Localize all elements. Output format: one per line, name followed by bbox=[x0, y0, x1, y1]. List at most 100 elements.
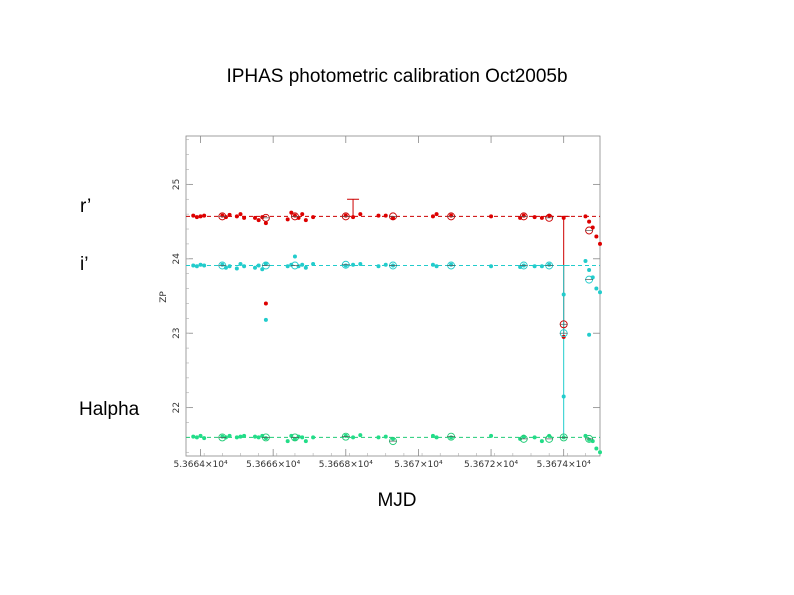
data-point-i bbox=[358, 262, 363, 266]
data-point-r bbox=[587, 219, 592, 224]
data-point-r bbox=[351, 215, 356, 220]
data-point-i bbox=[434, 264, 439, 269]
data-point-r bbox=[256, 218, 261, 223]
data-point-i bbox=[256, 263, 261, 268]
x-tick-label: 5.3666×10⁴ bbox=[246, 460, 300, 470]
data-point-r bbox=[292, 213, 297, 218]
band-label-r: r’ bbox=[80, 196, 92, 217]
plot-frame bbox=[185, 135, 601, 457]
data-point-i bbox=[547, 262, 552, 267]
x-tick-label: 5.3674×10⁴ bbox=[537, 460, 591, 470]
data-point-outliers-cyan bbox=[561, 394, 566, 399]
axis-ticks: 5.3664×10⁴ 5.3666×10⁴ 5.3668×10⁴ 5.367×10⁴ 5… bbox=[172, 136, 600, 470]
chart-title: IPHAS photometric calibration Oct2005b bbox=[226, 66, 568, 87]
data-point-r bbox=[311, 215, 316, 220]
data-point-i bbox=[311, 262, 316, 266]
data-point-r bbox=[434, 212, 439, 217]
data-point-i bbox=[343, 263, 348, 268]
data-point-i bbox=[583, 259, 588, 264]
data-point-r bbox=[202, 213, 207, 218]
data-point-halpha bbox=[449, 435, 454, 440]
data-point-r bbox=[343, 213, 348, 218]
data-point-r bbox=[238, 212, 243, 217]
data-point-halpha bbox=[234, 435, 239, 440]
data-point-r bbox=[583, 214, 588, 219]
y-tick-label: 23 bbox=[172, 327, 182, 338]
data-point-halpha bbox=[238, 434, 243, 439]
x-tick-label: 5.3672×10⁴ bbox=[464, 460, 518, 470]
data-point-outliers-cyan bbox=[587, 332, 592, 337]
data-point-halpha bbox=[547, 433, 552, 438]
data-point-r bbox=[220, 213, 225, 218]
data-point-r bbox=[198, 214, 203, 219]
data-point-halpha bbox=[194, 435, 199, 440]
data-point-halpha bbox=[220, 434, 225, 439]
x-tick-label: 5.367×10⁴ bbox=[394, 460, 443, 470]
data-point-i bbox=[590, 275, 595, 280]
data-point-halpha bbox=[242, 433, 247, 438]
data-point-halpha bbox=[303, 439, 308, 444]
y-axis-label: ZP bbox=[159, 291, 169, 303]
data-point-i bbox=[194, 264, 199, 269]
data-point-halpha bbox=[539, 439, 544, 444]
data-point-r bbox=[532, 215, 537, 220]
x-tick-label: 5.3668×10⁴ bbox=[319, 460, 373, 470]
data-point-halpha bbox=[198, 433, 203, 438]
data-point-i bbox=[253, 265, 257, 270]
data-point-i bbox=[198, 262, 203, 267]
data-point-i bbox=[292, 254, 297, 259]
data-point-r bbox=[539, 215, 544, 220]
data-point-i bbox=[383, 262, 388, 267]
data-point-i bbox=[532, 264, 537, 269]
data-point-halpha bbox=[191, 434, 196, 439]
data-point-i bbox=[220, 262, 225, 267]
data-point-i bbox=[598, 290, 602, 295]
data-point-halpha bbox=[300, 435, 305, 440]
data-point-halpha bbox=[587, 437, 592, 442]
y-tick-label: 22 bbox=[172, 402, 182, 413]
data-point-r bbox=[191, 213, 196, 218]
band-label-halpha: Halpha bbox=[79, 399, 140, 420]
data-point-halpha bbox=[343, 433, 348, 438]
data-point-i bbox=[594, 286, 599, 291]
data-point-r bbox=[303, 218, 308, 223]
data-point-i bbox=[561, 292, 566, 297]
data-point-halpha bbox=[202, 436, 207, 441]
data-point-r bbox=[358, 212, 363, 217]
data-point-halpha bbox=[253, 434, 257, 439]
data-point-halpha bbox=[590, 439, 595, 444]
data-point-r bbox=[449, 213, 454, 218]
data-point-i bbox=[191, 263, 196, 268]
data-point-r bbox=[253, 215, 257, 220]
data-point-r bbox=[376, 213, 381, 218]
data-point-r bbox=[300, 212, 305, 217]
data-point-i bbox=[263, 262, 268, 266]
data-point-r bbox=[242, 215, 247, 220]
data-point-halpha bbox=[532, 435, 537, 440]
data-point-halpha bbox=[285, 439, 290, 444]
error-bars bbox=[347, 198, 570, 438]
data-point-r bbox=[234, 214, 239, 219]
data-point-r bbox=[598, 241, 602, 246]
data-point-halpha bbox=[598, 450, 602, 455]
data-point-i bbox=[449, 262, 454, 267]
data-point-outliers-cyan bbox=[263, 317, 268, 322]
data-point-i bbox=[539, 264, 544, 269]
data-point-r bbox=[561, 215, 566, 220]
reference-lines bbox=[186, 215, 600, 438]
data-point-halpha bbox=[351, 435, 356, 440]
x-axis-label: MJD bbox=[377, 490, 417, 511]
data-point-i bbox=[303, 265, 308, 270]
data-point-i bbox=[202, 263, 207, 268]
data-point-halpha bbox=[434, 435, 439, 440]
data-point-i bbox=[300, 262, 305, 267]
x-tick-label: 5.3664×10⁴ bbox=[173, 460, 227, 470]
data-point-r bbox=[383, 213, 388, 218]
y-tick-label: 24 bbox=[172, 253, 182, 265]
data-point-i bbox=[430, 262, 435, 267]
data-point-halpha bbox=[311, 435, 316, 440]
band-label-i: i’ bbox=[80, 254, 89, 275]
data-point-halpha bbox=[430, 433, 435, 438]
data-point-halpha bbox=[263, 436, 268, 441]
